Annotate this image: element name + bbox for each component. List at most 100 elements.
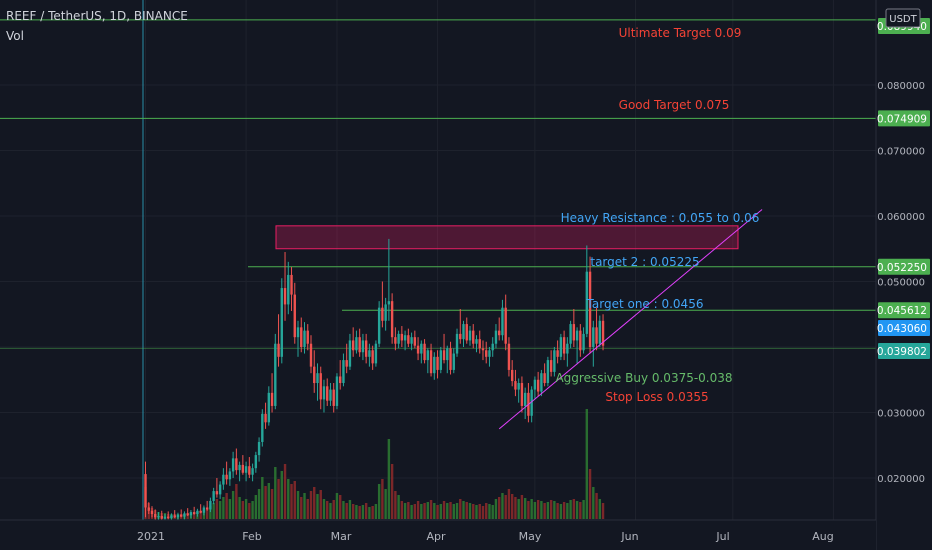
candle-body [442, 350, 446, 361]
candle-body [494, 330, 498, 344]
volume-bar [248, 503, 251, 519]
candle-body [449, 348, 452, 370]
price-axis-background [876, 0, 932, 550]
candle-body [575, 330, 579, 341]
x-tick-label: Jun [620, 530, 638, 543]
candle-body [222, 474, 225, 485]
volume-bar [420, 504, 423, 519]
candle-body [339, 376, 342, 384]
volume-bar [241, 501, 245, 519]
volume-bar [345, 503, 348, 519]
candle-body [387, 301, 391, 305]
good-target-price-tag: 0.074909 [877, 113, 927, 125]
candle-body [416, 345, 420, 354]
volume-bar [504, 495, 507, 519]
volume-bar [251, 501, 254, 519]
candle-body [549, 360, 553, 372]
x-tick-label: 2021 [137, 530, 165, 543]
volume-bar [364, 503, 368, 519]
candle-body [160, 515, 163, 519]
volume-bar [510, 494, 514, 519]
aggressive-buy-label: Aggressive Buy 0.0375-0.038 [555, 371, 732, 385]
candle-body [351, 340, 355, 351]
candle-body [446, 348, 449, 361]
candle-body [154, 514, 157, 518]
candle-body [235, 458, 238, 471]
candle-body [426, 350, 430, 361]
candle-body [199, 510, 202, 513]
volume-bar [296, 491, 300, 519]
volume-bar [348, 500, 352, 519]
volume-label[interactable]: Vol [6, 29, 24, 43]
volume-bar [368, 507, 371, 519]
target-2-price-tag-bg [878, 258, 930, 275]
volume-bar [601, 503, 605, 519]
volume-bar [559, 504, 563, 519]
volume-bar [410, 505, 413, 519]
candle-body [485, 350, 488, 357]
volume-bar [507, 489, 511, 519]
candle-body [553, 350, 556, 372]
candle-body [381, 307, 384, 321]
candle-body [287, 274, 290, 305]
candle-body [371, 350, 374, 364]
candle-body [374, 343, 378, 364]
time-axis-background [0, 520, 876, 550]
candle-body [588, 271, 592, 347]
candle-body [501, 307, 504, 336]
horizontal-lines [0, 19, 876, 349]
volume-bar [475, 505, 478, 519]
volume-bar [319, 490, 322, 519]
volume-bar [387, 439, 391, 519]
candle-body [231, 458, 235, 472]
volume-bar [316, 494, 319, 519]
candle-body [316, 373, 319, 384]
volume-bar [381, 479, 384, 519]
candle-body [397, 333, 400, 344]
candle-body [335, 376, 339, 406]
candle-body [300, 327, 303, 347]
candle-body [264, 413, 267, 423]
volume-bar [455, 503, 459, 519]
volume-bar [491, 505, 494, 519]
candle-body [465, 324, 468, 341]
candle-body [306, 330, 309, 344]
candle-body [459, 333, 462, 340]
volume-bar [468, 503, 472, 519]
currency-badge-bg [885, 8, 921, 28]
volume-bar [533, 502, 537, 519]
volume-bar [488, 504, 491, 519]
y-tick-label: 0.050000 [877, 278, 925, 289]
volume-bar [293, 481, 296, 519]
candle-body [254, 455, 258, 469]
volume-bar [465, 502, 468, 519]
candle-body [313, 366, 316, 384]
annotations: Ultimate Target 0.09 Good Target 0.075 Hea… [555, 26, 759, 404]
candle-body [280, 288, 283, 357]
candle-body [303, 330, 306, 347]
volume-bar [579, 502, 582, 519]
candle-body [488, 350, 491, 357]
volume-bar [426, 502, 430, 519]
candle-body [267, 392, 271, 423]
target-one-price-tag-bg [878, 302, 930, 319]
trendline[interactable] [498, 209, 763, 430]
symbol-title[interactable]: REEF / TetherUS, 1D, BINANCE [6, 9, 188, 23]
candle-body [572, 324, 576, 341]
candle-body [150, 510, 154, 515]
candle-body [569, 324, 572, 344]
current-level-price-tag-bg [878, 343, 930, 359]
resistance-zone [275, 225, 739, 250]
volume-bar [235, 484, 238, 519]
volume-bar [332, 500, 335, 519]
candle-body [530, 389, 533, 416]
candle-body [329, 389, 332, 401]
volume-bar [595, 493, 598, 519]
candle-body [176, 514, 180, 518]
good-target-label: Good Target 0.075 [619, 98, 730, 112]
y-tick-label: 0.080000 [877, 81, 925, 92]
candle-body [361, 340, 365, 353]
volume-bar [254, 495, 258, 519]
